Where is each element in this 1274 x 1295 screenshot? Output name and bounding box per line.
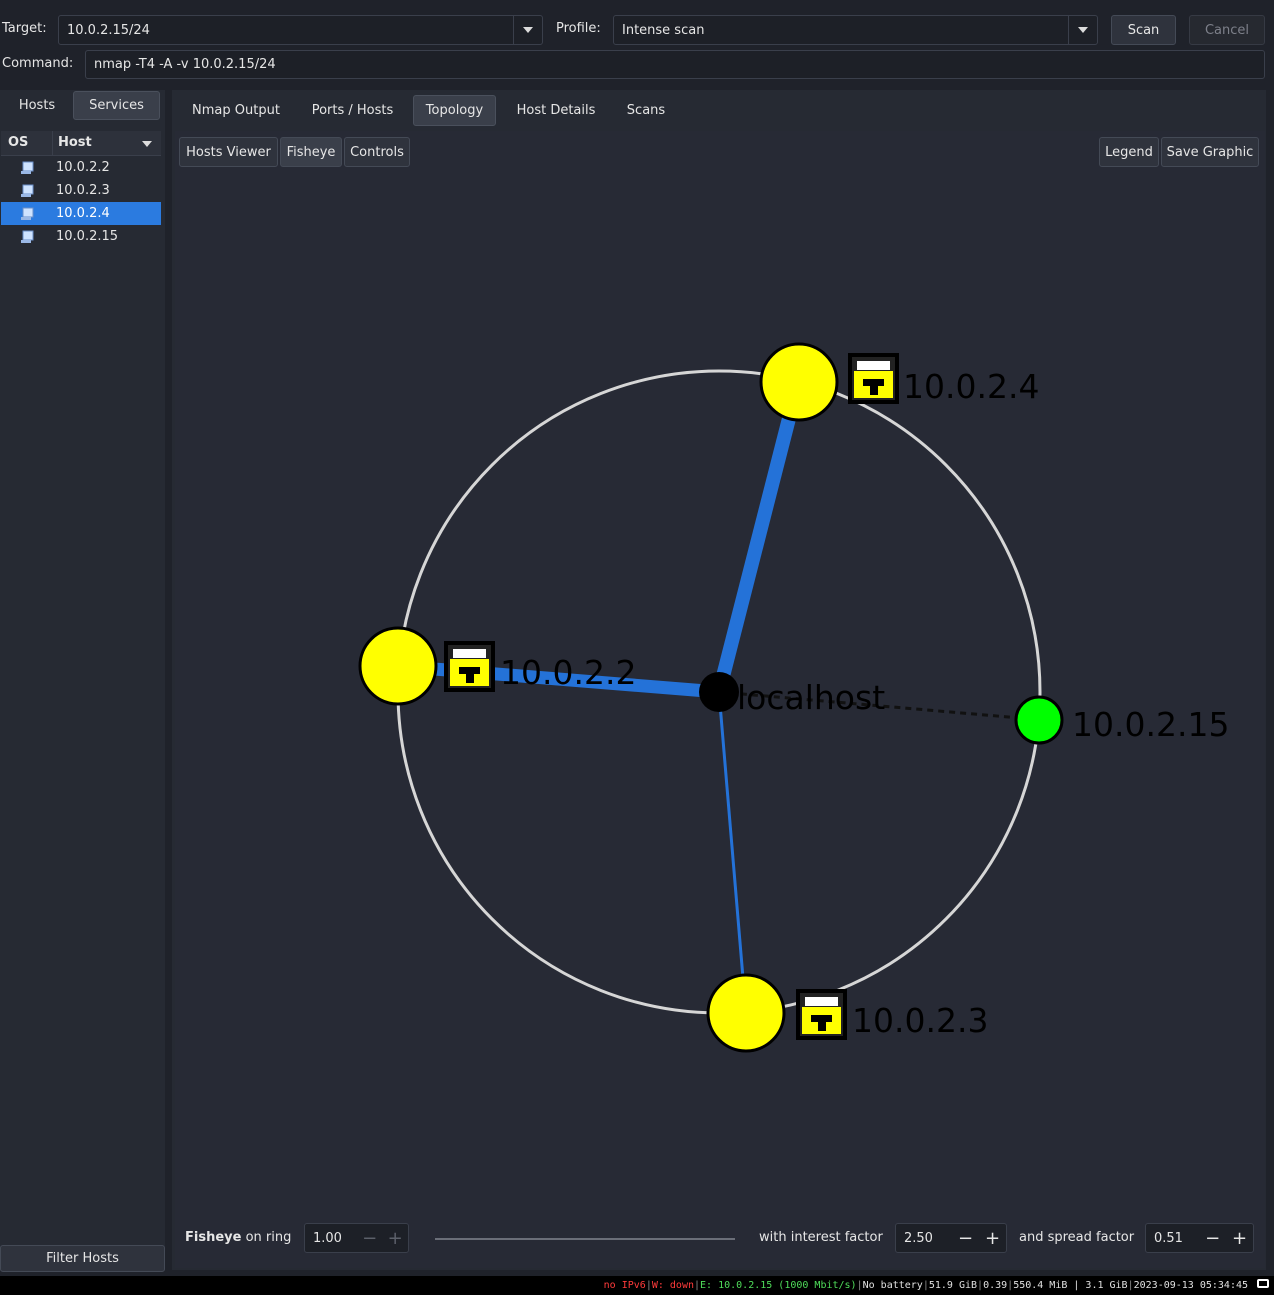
host-row[interactable]: 10.0.2.4 — [1, 202, 161, 225]
profile-value: Intense scan — [622, 22, 705, 38]
legend-button[interactable]: Legend — [1099, 137, 1159, 167]
ring-value[interactable]: 1.00 — [313, 1230, 342, 1246]
sort-arrow-icon — [142, 141, 152, 147]
interest-label: with interest factor — [759, 1230, 883, 1245]
profile-label: Profile: — [556, 21, 601, 36]
node-label-10-0-2-4: 10.0.2.4 — [903, 367, 1039, 406]
minus-icon[interactable]: − — [1205, 1227, 1221, 1249]
minus-icon[interactable]: − — [958, 1227, 974, 1249]
host-list-header — [1, 131, 161, 156]
node-label-10-0-2-3: 10.0.2.3 — [852, 1001, 988, 1040]
computer-icon — [21, 230, 34, 243]
memory-status: 550.4 MiB | 3.1 GiB — [1013, 1280, 1128, 1291]
computer-icon — [21, 161, 34, 174]
lock-icon — [848, 353, 899, 404]
link-10-0-2-4 — [712, 393, 802, 694]
spread-spinbutton[interactable]: 0.51 − + — [1145, 1223, 1254, 1253]
command-input[interactable]: nmap -T4 -A -v 10.0.2.15/24 — [85, 50, 1265, 79]
load-status: 0.39 — [983, 1280, 1008, 1291]
host-ip: 10.0.2.2 — [56, 160, 110, 175]
save-graphic-button[interactable]: Save Graphic — [1161, 137, 1259, 167]
interest-spinbutton[interactable]: 2.50 − + — [895, 1223, 1007, 1253]
profile-combobox[interactable]: Intense scan — [613, 15, 1098, 45]
node-10-0-2-4[interactable] — [759, 342, 839, 422]
tab-nmap-output[interactable]: Nmap Output — [192, 103, 280, 118]
spread-value[interactable]: 0.51 — [1154, 1230, 1183, 1246]
link-10-0-2-3 — [717, 691, 746, 991]
plus-icon[interactable]: + — [387, 1227, 403, 1249]
tab-scans[interactable]: Scans — [626, 103, 666, 118]
node-label-10-0-2-15: 10.0.2.15 — [1072, 705, 1229, 744]
target-input[interactable]: 10.0.2.15/24 — [67, 22, 150, 38]
plus-icon[interactable]: + — [984, 1227, 1001, 1249]
tab-host-details[interactable]: Host Details — [516, 103, 596, 118]
host-ip: 10.0.2.15 — [56, 229, 119, 244]
services-tab[interactable]: Services — [73, 91, 160, 120]
lock-icon — [444, 641, 495, 692]
command-label: Command: — [2, 56, 74, 71]
cancel-button[interactable]: Cancel — [1189, 15, 1265, 45]
host-column-header[interactable]: Host — [58, 135, 92, 150]
node-localhost[interactable] — [699, 672, 739, 712]
status-bar: no IPv6 | W: down | E: 10.0.2.15 (1000 Mbit/… — [0, 1276, 1274, 1295]
host-row[interactable]: 10.0.2.3 — [1, 179, 161, 202]
node-label-10-0-2-2: 10.0.2.2 — [500, 653, 636, 692]
computer-icon — [21, 207, 34, 220]
target-label: Target: — [2, 21, 47, 36]
ring-spinbutton[interactable]: 1.00 − + — [304, 1223, 409, 1253]
hosts-tab[interactable]: Hosts — [18, 98, 56, 113]
hosts-sidebar — [0, 90, 165, 1270]
node-10-0-2-15[interactable] — [1014, 695, 1064, 745]
tab-topology[interactable]: Topology — [413, 95, 496, 126]
os-column-header[interactable]: OS — [8, 135, 29, 150]
controls-toggle[interactable]: Controls — [344, 137, 410, 167]
target-combobox[interactable]: 10.0.2.15/24 — [58, 15, 543, 45]
node-10-0-2-2[interactable] — [358, 626, 438, 706]
ring-slider[interactable] — [435, 1238, 735, 1240]
node-10-0-2-3[interactable] — [706, 973, 786, 1053]
profile-dropdown-button[interactable] — [1068, 16, 1097, 44]
host-row[interactable]: 10.0.2.2 — [1, 156, 161, 179]
tab-ports-hosts[interactable]: Ports / Hosts — [311, 103, 394, 118]
fisheye-bar-label: Fisheye on ring — [185, 1230, 291, 1245]
fisheye-toggle[interactable]: Fisheye — [280, 137, 342, 167]
fisheye-bold-label: Fisheye — [185, 1230, 242, 1245]
host-ip: 10.0.2.3 — [56, 183, 110, 198]
ipv6-status: no IPv6 — [603, 1280, 646, 1291]
datetime-status: 2023-09-13 05:34:45 — [1133, 1280, 1248, 1291]
battery-status: No battery — [862, 1280, 923, 1291]
lock-icon — [796, 989, 847, 1040]
node-label-localhost: localhost — [737, 678, 885, 717]
interest-value[interactable]: 2.50 — [904, 1230, 933, 1246]
chevron-down-icon — [1078, 27, 1088, 33]
wifi-status: W: down — [651, 1280, 694, 1291]
host-row[interactable]: 10.0.2.15 — [1, 225, 161, 248]
plus-icon[interactable]: + — [1231, 1227, 1248, 1249]
chevron-down-icon — [523, 27, 533, 33]
on-ring-label: on ring — [245, 1230, 292, 1245]
column-divider — [52, 131, 53, 155]
spread-label: and spread factor — [1019, 1230, 1135, 1245]
hosts-viewer-button[interactable]: Hosts Viewer — [179, 137, 278, 167]
minus-icon[interactable]: − — [362, 1227, 378, 1249]
disk-status: 51.9 GiB — [928, 1280, 978, 1291]
filter-hosts-button[interactable]: Filter Hosts — [0, 1245, 165, 1272]
tray-icon[interactable] — [1257, 1279, 1269, 1288]
computer-icon — [21, 184, 34, 197]
host-ip: 10.0.2.4 — [56, 206, 110, 221]
ethernet-status: E: 10.0.2.15 (1000 Mbit/s) — [700, 1280, 857, 1291]
target-dropdown-button[interactable] — [513, 16, 542, 44]
scan-button[interactable]: Scan — [1111, 15, 1176, 45]
